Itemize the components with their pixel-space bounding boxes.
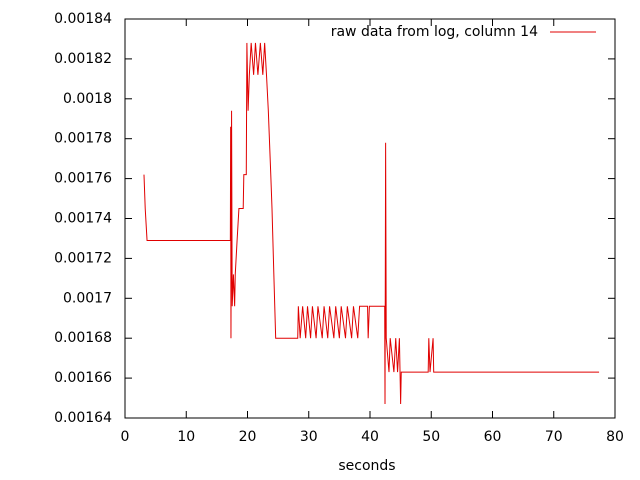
x-tick-label: 50 bbox=[422, 429, 440, 445]
y-tick-label: 0.00164 bbox=[54, 410, 112, 426]
x-tick-label: 60 bbox=[484, 429, 502, 445]
y-tick-label: 0.00166 bbox=[54, 370, 112, 386]
x-tick-label: 20 bbox=[239, 429, 257, 445]
x-tick-label: 70 bbox=[545, 429, 563, 445]
y-tick-label: 0.0018 bbox=[63, 91, 112, 107]
y-tick-label: 0.00174 bbox=[54, 211, 112, 227]
data-line bbox=[143, 42, 600, 405]
x-tick-label: 0 bbox=[121, 429, 130, 445]
y-tick-label: 0.00168 bbox=[54, 330, 112, 346]
x-axis-label: seconds bbox=[338, 458, 395, 474]
y-tick-label: 0.00184 bbox=[54, 11, 112, 27]
x-tick-label: 40 bbox=[361, 429, 379, 445]
x-tick-label: 10 bbox=[177, 429, 195, 445]
y-tick-label: 0.00178 bbox=[54, 131, 112, 147]
y-tick-label: 0.00182 bbox=[54, 51, 112, 67]
y-tick-label: 0.00176 bbox=[54, 171, 112, 187]
y-tick-label: 0.00172 bbox=[54, 250, 112, 266]
x-tick-label: 80 bbox=[606, 429, 624, 445]
legend-label: raw data from log, column 14 bbox=[331, 24, 538, 40]
y-tick-label: 0.0017 bbox=[63, 290, 112, 306]
plot-frame bbox=[124, 18, 616, 419]
x-tick-label: 30 bbox=[300, 429, 318, 445]
